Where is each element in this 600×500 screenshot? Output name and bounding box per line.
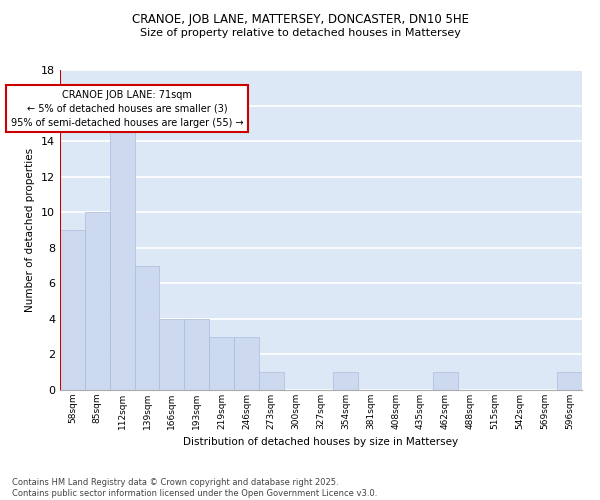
Bar [85, 212, 110, 390]
Bar [433, 372, 458, 390]
Text: CRANOE, JOB LANE, MATTERSEY, DONCASTER, DN10 5HE: CRANOE, JOB LANE, MATTERSEY, DONCASTER, … [131, 12, 469, 26]
Text: Size of property relative to detached houses in Mattersey: Size of property relative to detached ho… [140, 28, 460, 38]
Bar [160, 319, 184, 390]
Bar [184, 319, 209, 390]
Y-axis label: Number of detached properties: Number of detached properties [25, 148, 35, 312]
Bar [134, 266, 160, 390]
Bar [334, 372, 358, 390]
Bar [209, 336, 234, 390]
Text: CRANOE JOB LANE: 71sqm
← 5% of detached houses are smaller (3)
95% of semi-detac: CRANOE JOB LANE: 71sqm ← 5% of detached … [11, 90, 244, 128]
Bar [557, 372, 582, 390]
X-axis label: Distribution of detached houses by size in Mattersey: Distribution of detached houses by size … [184, 438, 458, 448]
Bar [259, 372, 284, 390]
Bar [110, 124, 134, 390]
Bar [234, 336, 259, 390]
Bar [60, 230, 85, 390]
Text: Contains HM Land Registry data © Crown copyright and database right 2025.
Contai: Contains HM Land Registry data © Crown c… [12, 478, 377, 498]
